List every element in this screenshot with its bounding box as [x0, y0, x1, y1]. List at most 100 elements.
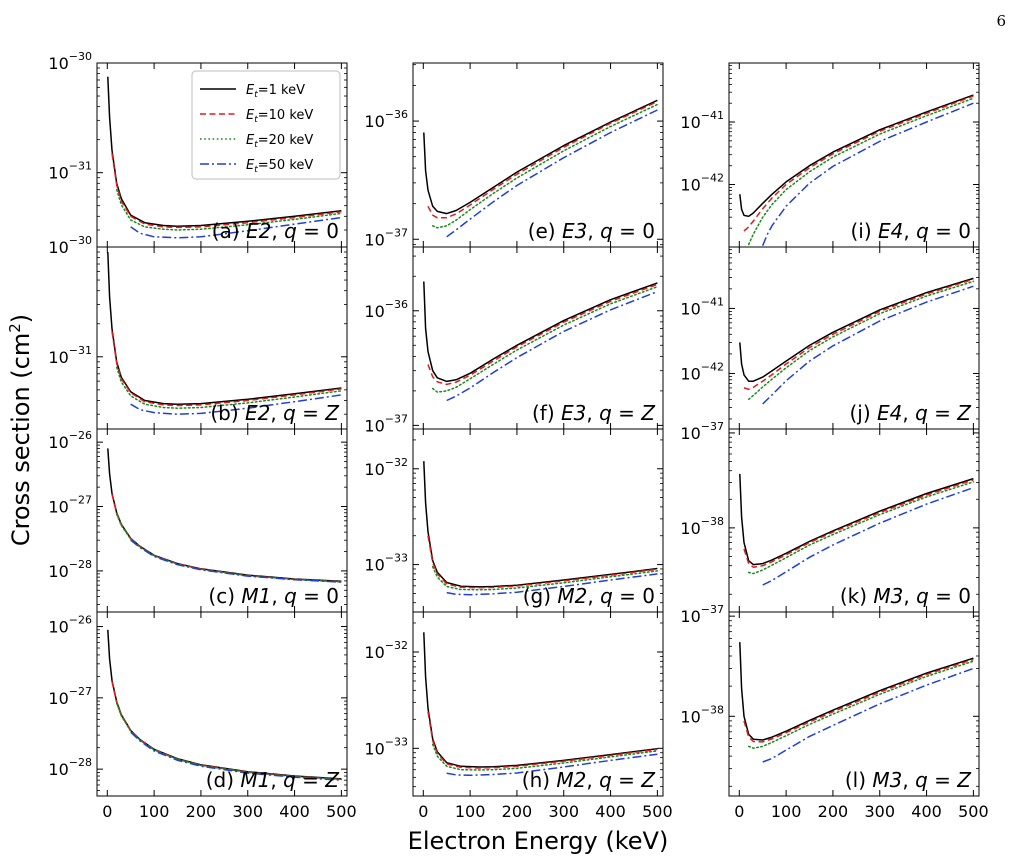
series-line-c-1 [107, 448, 342, 583]
series-group-i [739, 94, 975, 246]
panel-label-prefix: (k) [840, 584, 874, 608]
y-tick-exponent: −36 [385, 108, 408, 121]
panel-label-eq: = [613, 219, 642, 243]
series-line-g-1 [423, 461, 658, 588]
y-minor-ticks-k [729, 436, 979, 595]
y-tick-label: 10−38 [680, 703, 724, 726]
series-line-j-4 [762, 285, 974, 405]
panel-label: (h) M2, q = Z [522, 768, 657, 792]
y-tick-base: 10 [48, 498, 68, 517]
y-tick-exponent: −37 [701, 603, 724, 616]
panel-label: (i) E4, q = 0 [850, 219, 971, 243]
y-minor-ticks-g [413, 439, 663, 604]
panel-label-prefix: (b) [210, 401, 245, 425]
y-minor-ticks-f [413, 255, 663, 392]
series-line-h-2 [427, 711, 658, 769]
y-tick-exponent: −38 [701, 515, 724, 528]
y-tick-label: 10−32 [364, 639, 408, 662]
series-group-j [739, 277, 975, 405]
x-tick-label: 400 [911, 802, 942, 821]
panel-label-prefix: (j) [849, 401, 877, 425]
y-tick-label: 10−26 [48, 429, 92, 452]
y-tick-exponent: −37 [385, 226, 408, 239]
y-tick-exponent: −37 [701, 420, 724, 433]
y-tick-exponent: −26 [69, 429, 92, 442]
panel-label-multipolarity: M2 [557, 584, 587, 608]
panel-label-q-value: Z [640, 401, 656, 425]
panel-label-eq: = [296, 768, 325, 792]
y-tick-label: 10−41 [680, 295, 724, 318]
y-tick-label: 10−36 [364, 108, 408, 131]
panel-label-sep: , [270, 768, 283, 792]
series-group-c [107, 448, 343, 583]
series-line-e-2 [427, 100, 658, 219]
series-line-f-1 [423, 281, 658, 383]
series-line-b-2 [111, 331, 342, 407]
y-tick-base: 10 [680, 113, 700, 132]
y-tick-exponent: −37 [385, 412, 408, 425]
panel-label-prefix: (l) [845, 768, 873, 792]
y-minor-ticks-b [97, 251, 347, 415]
series-group-g [423, 461, 659, 596]
series-line-d-1 [107, 629, 342, 780]
x-tick-label: 300 [548, 802, 579, 821]
legend-label-text: =20 keV [258, 133, 314, 148]
panel-label-sep: , [587, 219, 600, 243]
legend-box [191, 70, 341, 180]
y-tick-base: 10 [48, 348, 68, 367]
panel-label-multipolarity: E2 [246, 219, 271, 243]
series-line-h-4 [446, 753, 658, 777]
y-tick-label: 10−42 [680, 360, 724, 383]
panel-label-q-value: 0 [958, 219, 971, 243]
panel-label-eq: = [928, 401, 957, 425]
panel-label-prefix: (a) [212, 219, 246, 243]
y-tick-label: 10−37 [680, 420, 724, 443]
x-tick-label: 0 [102, 802, 112, 821]
legend-label-sub: t [254, 165, 258, 175]
y-tick-label: 10−37 [364, 412, 408, 435]
series-line-l-3 [747, 660, 975, 749]
x-tick-label: 100 [455, 802, 486, 821]
y-tick-label: 10−31 [48, 160, 92, 183]
legend-label-text: =10 keV [258, 108, 314, 123]
panel-label-multipolarity: E3 [562, 219, 587, 243]
x-tick-label: 300 [864, 802, 895, 821]
series-line-b-4 [130, 394, 342, 415]
panel-label-multipolarity: M1 [241, 584, 271, 608]
legend-label-sub: t [254, 115, 258, 125]
panel-label-q: q [916, 219, 929, 243]
x-tick-label: 300 [232, 802, 263, 821]
x-tick-label: 0 [734, 802, 744, 821]
y-tick-exponent: −27 [69, 685, 92, 698]
legend-label-e: E [246, 133, 255, 148]
series-line-e-1 [423, 99, 658, 215]
y-tick-label: 10−33 [364, 735, 408, 758]
series-line-i-1 [739, 94, 974, 218]
panel-label: (l) M3, q = Z [845, 768, 972, 792]
series-line-d-2 [111, 681, 342, 781]
panel-label-multipolarity: M3 [872, 768, 902, 792]
y-minor-ticks-e [413, 64, 663, 246]
y-tick-label: 10−30 [48, 234, 92, 257]
panel-label-q-value: Z [324, 401, 340, 425]
series-group-e [423, 99, 659, 238]
x-tick-label: 0 [418, 802, 428, 821]
series-line-a-1 [107, 76, 342, 227]
panel-label-prefix: (h) [522, 768, 557, 792]
y-tick-label: 10−27 [48, 494, 92, 517]
x-tick-label: 100 [139, 802, 170, 821]
y-tick-label: 10−28 [48, 558, 92, 581]
panel-label: (e) E3, q = 0 [528, 219, 655, 243]
series-line-g-4 [446, 573, 658, 596]
y-tick-label: 10−33 [364, 552, 408, 575]
page-number: 6 [996, 12, 1006, 30]
x-tick-label: 200 [502, 802, 533, 821]
series-line-b-1 [107, 251, 342, 405]
y-tick-label: 10−27 [48, 685, 92, 708]
y-tick-exponent: −41 [701, 295, 724, 308]
panel-label-q: q [915, 768, 928, 792]
y-tick-exponent: −36 [385, 298, 408, 311]
y-tick-label: 10−37 [680, 603, 724, 626]
